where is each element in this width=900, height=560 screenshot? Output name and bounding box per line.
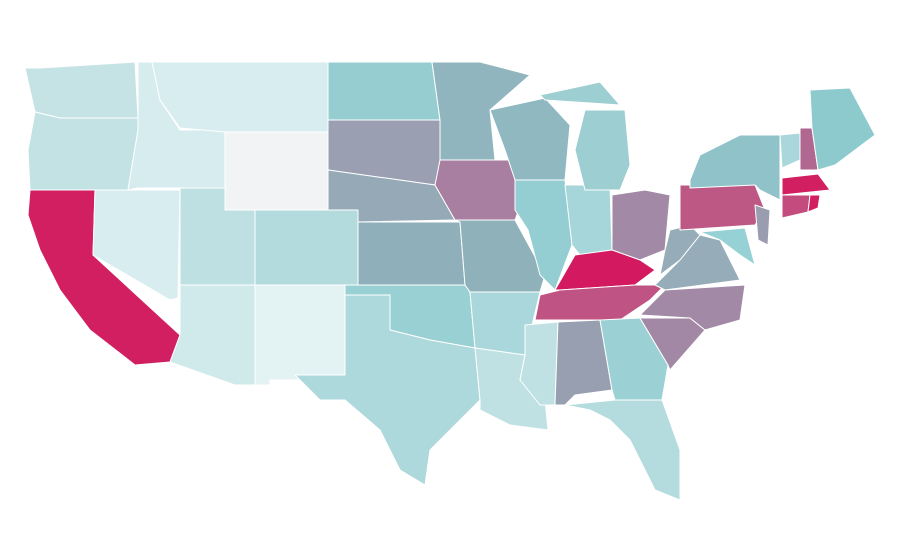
state — [809, 87, 876, 171]
state — [27, 111, 139, 191]
state — [781, 173, 831, 196]
state — [24, 61, 139, 119]
state — [294, 294, 481, 486]
state — [659, 224, 701, 276]
state — [92, 189, 181, 301]
state — [327, 61, 441, 121]
state — [699, 227, 756, 266]
state — [807, 194, 821, 213]
state — [357, 221, 466, 286]
state — [564, 184, 613, 256]
state — [611, 189, 671, 261]
state — [254, 209, 359, 286]
state — [224, 131, 329, 211]
state — [431, 61, 531, 161]
state — [754, 204, 771, 246]
state — [564, 399, 681, 501]
state — [151, 61, 329, 133]
state — [689, 134, 781, 201]
state — [534, 284, 666, 321]
state — [539, 81, 631, 191]
state — [679, 184, 766, 231]
state — [254, 284, 346, 386]
